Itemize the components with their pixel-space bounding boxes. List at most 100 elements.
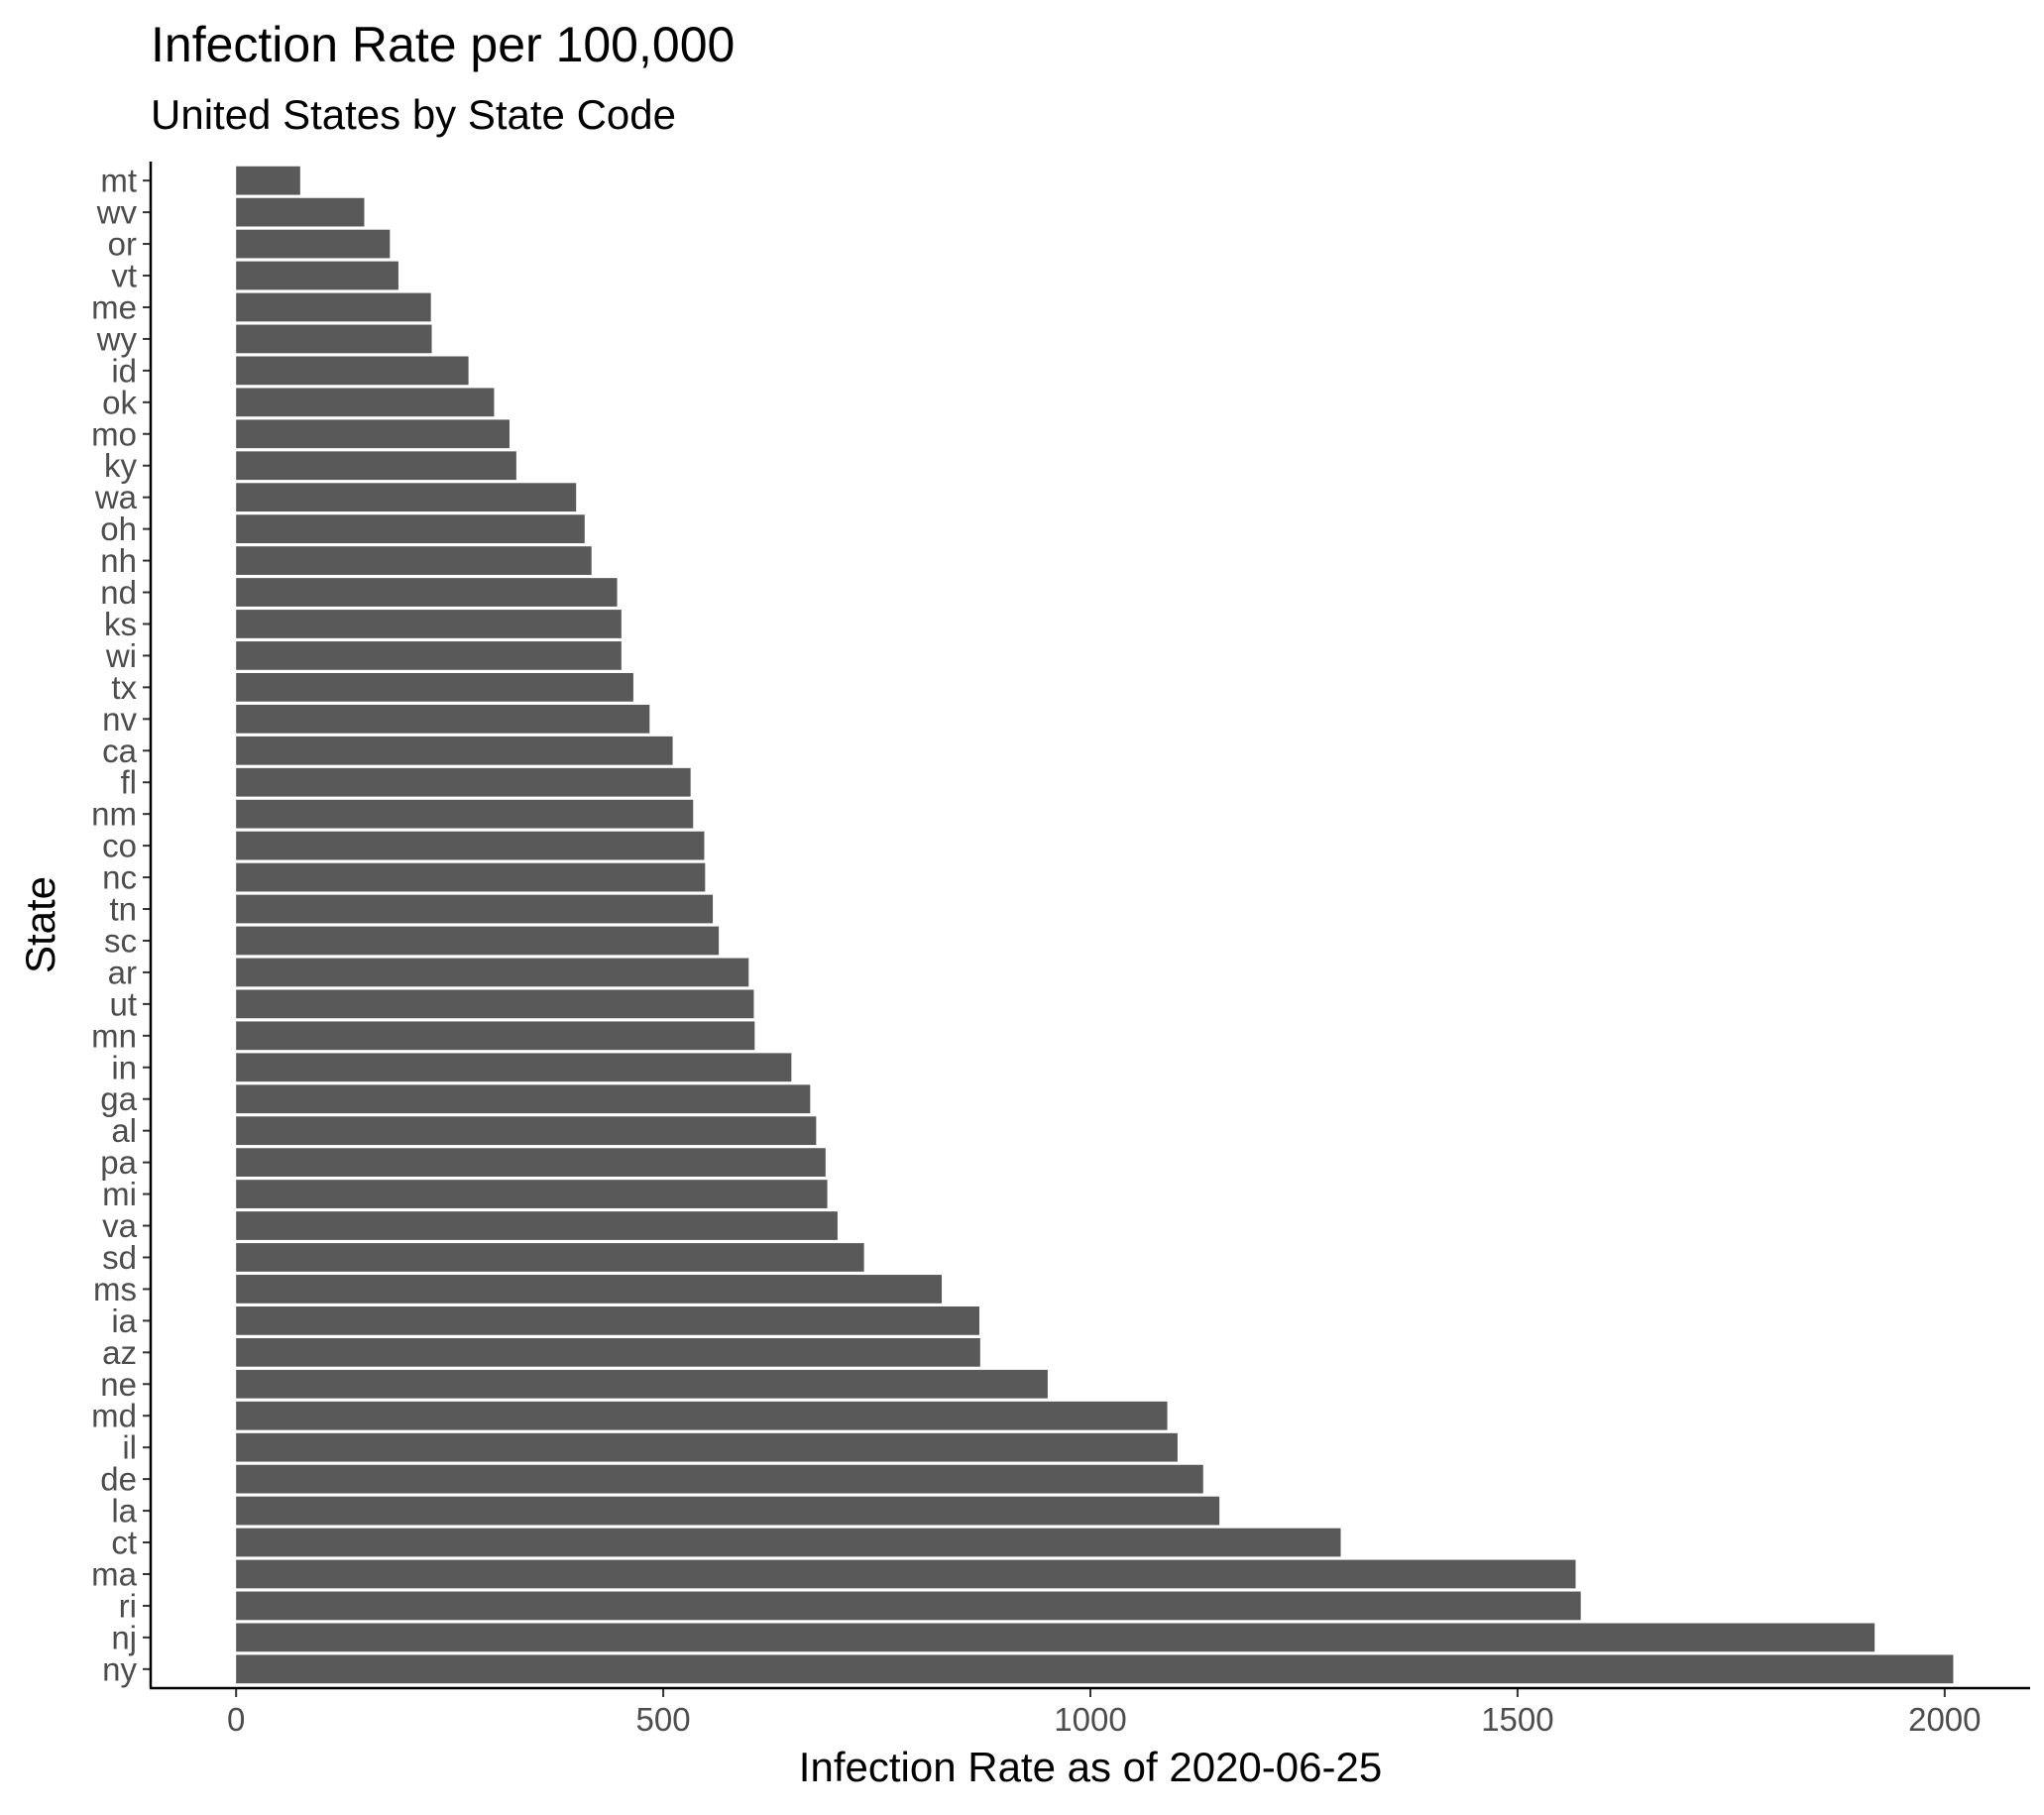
y-tick-label: mn	[91, 1017, 137, 1054]
y-tick-label: va	[102, 1207, 138, 1244]
bar-md	[236, 1401, 1168, 1430]
y-tick-label: il	[122, 1429, 137, 1466]
bar-or	[236, 229, 391, 259]
y-tick-label: ct	[111, 1525, 137, 1561]
y-tick-label: tn	[109, 891, 137, 928]
x-tick-label: 2000	[1908, 1701, 1981, 1738]
y-tick-label: mo	[91, 415, 137, 452]
bar-ar	[236, 958, 749, 987]
bar-id	[236, 356, 469, 386]
x-tick-label: 1000	[1054, 1701, 1126, 1738]
bar-mt	[236, 166, 300, 195]
bar-nc	[236, 862, 706, 892]
y-tick-label: ca	[102, 733, 138, 769]
bar-wi	[236, 641, 622, 670]
bar-ri	[236, 1591, 1581, 1621]
bar-nj	[236, 1623, 1875, 1652]
bar-az	[236, 1337, 980, 1367]
y-tick-label: ok	[102, 384, 137, 420]
bar-me	[236, 292, 431, 322]
y-tick-label: wa	[94, 479, 138, 515]
x-tick-label: 0	[227, 1701, 245, 1738]
y-tick-label: fl	[121, 764, 138, 801]
bar-ok	[236, 388, 495, 417]
bar-tx	[236, 672, 633, 702]
y-tick-label: wv	[96, 194, 138, 231]
bar-ne	[236, 1369, 1048, 1399]
y-tick-label: ma	[91, 1555, 137, 1592]
bar-va	[236, 1211, 838, 1240]
y-axis-title: State	[17, 876, 63, 973]
y-tick-label: az	[102, 1334, 137, 1371]
y-tick-label: de	[100, 1461, 137, 1498]
bar-ma	[236, 1559, 1576, 1589]
y-tick-label: tx	[111, 669, 137, 706]
chart-title: Infection Rate per 100,000	[151, 17, 735, 72]
y-tick-label: ky	[104, 447, 138, 484]
bar-tn	[236, 894, 714, 924]
bar-vt	[236, 261, 398, 290]
bar-ks	[236, 610, 622, 638]
bar-ms	[236, 1275, 943, 1304]
bar-ga	[236, 1084, 811, 1114]
bars-group	[236, 166, 1954, 1684]
y-tick-label: ut	[109, 985, 137, 1022]
x-tick-label: 1500	[1481, 1701, 1553, 1738]
y-tick-label: ri	[119, 1587, 137, 1624]
y-tick-label: la	[111, 1493, 137, 1530]
y-tick-label: mi	[102, 1176, 137, 1212]
y-tick-label: me	[91, 288, 137, 325]
bar-mo	[236, 419, 510, 449]
bar-ky	[236, 451, 516, 481]
bar-wv	[236, 197, 365, 227]
bar-ct	[236, 1528, 1341, 1557]
y-tick-label: wi	[105, 637, 137, 674]
y-tick-label: ny	[102, 1650, 137, 1687]
bar-nd	[236, 578, 618, 607]
x-axis-title: Infection Rate as of 2020-06-25	[799, 1744, 1382, 1790]
bar-pa	[236, 1148, 826, 1178]
y-tick-label: or	[108, 226, 137, 263]
y-tick-label: mt	[100, 163, 137, 199]
y-tick-label: vt	[111, 258, 137, 294]
y-tick-label: nm	[91, 796, 137, 833]
y-tick-label: nv	[102, 701, 137, 737]
bar-wy	[236, 324, 432, 354]
y-tick-label: sd	[102, 1239, 137, 1276]
y-tick-label: ia	[111, 1303, 137, 1339]
y-tick-label: nh	[100, 542, 137, 579]
bar-oh	[236, 514, 585, 543]
bar-nm	[236, 799, 694, 829]
bar-nh	[236, 546, 592, 575]
y-tick-label: wy	[96, 320, 138, 357]
bar-al	[236, 1116, 817, 1146]
y-tick-label: ne	[100, 1366, 137, 1403]
y-tick-label: co	[102, 828, 137, 864]
bar-co	[236, 831, 705, 860]
y-tick-label: nj	[111, 1619, 137, 1655]
y-tick-label: al	[111, 1112, 137, 1149]
bar-ia	[236, 1306, 979, 1335]
y-tick-label: ga	[100, 1080, 137, 1117]
bar-sc	[236, 926, 720, 956]
bar-nv	[236, 704, 650, 734]
y-tick-label: in	[111, 1049, 137, 1085]
y-tick-label: nd	[100, 574, 137, 611]
chart-subtitle: United States by State Code	[151, 91, 676, 138]
y-tick-label: md	[91, 1398, 137, 1434]
y-tick-label: nc	[102, 859, 137, 896]
x-tick-label: 500	[636, 1701, 691, 1738]
y-tick-label: sc	[104, 922, 137, 959]
bar-wa	[236, 483, 577, 512]
y-tick-label: ks	[104, 606, 137, 642]
bar-fl	[236, 767, 691, 797]
y-tick-label: oh	[100, 510, 137, 547]
x-axis-ticks: 0 500 1000 1500 2000	[227, 1688, 1982, 1738]
y-tick-label: id	[111, 352, 137, 389]
bar-de	[236, 1464, 1203, 1494]
bar-la	[236, 1496, 1220, 1526]
bar-in	[236, 1053, 792, 1082]
bar-sd	[236, 1243, 864, 1272]
